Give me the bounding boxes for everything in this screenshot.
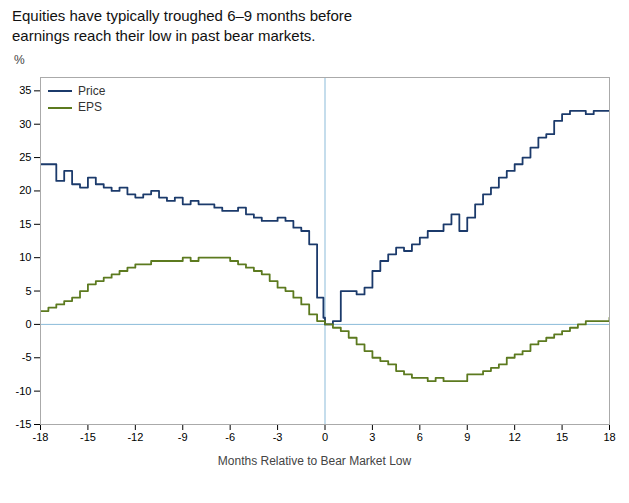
- svg-text:-15: -15: [16, 418, 32, 430]
- svg-text:-15: -15: [80, 431, 96, 443]
- svg-text:-3: -3: [273, 431, 283, 443]
- svg-text:15: 15: [19, 217, 31, 229]
- html-text:EPS: EPS: [78, 100, 102, 115]
- svg-text:15: 15: [556, 431, 568, 443]
- svg-text:35: 35: [19, 84, 31, 96]
- svg-text:0: 0: [322, 431, 328, 443]
- svg-text:12: 12: [509, 431, 521, 443]
- svg-text:-12: -12: [127, 431, 143, 443]
- svg-text:18: 18: [603, 431, 615, 443]
- svg-text:-6: -6: [225, 431, 235, 443]
- svg-text:3: 3: [369, 431, 375, 443]
- svg-text:25: 25: [19, 151, 31, 163]
- svg-text:30: 30: [19, 117, 31, 129]
- svg-text:0: 0: [25, 317, 31, 329]
- svg-text:6: 6: [417, 431, 423, 443]
- svg-text:-9: -9: [178, 431, 188, 443]
- svg-text:9: 9: [464, 431, 470, 443]
- svg-text:5: 5: [25, 284, 31, 296]
- svg-text:-10: -10: [16, 384, 32, 396]
- svg-text:20: 20: [19, 184, 31, 196]
- svg-text:-5: -5: [22, 351, 32, 363]
- html-text:Months Relative to Bear Market: Months Relative to Bear Market Low: [217, 453, 412, 468]
- svg-text:-18: -18: [33, 431, 49, 443]
- html-text:Price: Price: [78, 83, 106, 98]
- html-text:Equities have typically trough: Equities have typically troughed 6–9 mon…: [12, 7, 353, 45]
- svg-text:10: 10: [19, 251, 31, 263]
